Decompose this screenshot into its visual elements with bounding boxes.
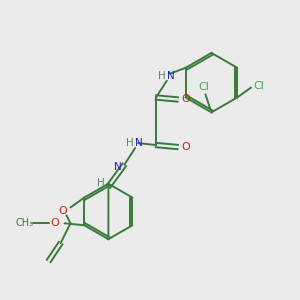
Text: O: O <box>58 206 67 216</box>
Text: H: H <box>97 178 104 188</box>
Text: O: O <box>181 142 190 152</box>
Text: N: N <box>114 162 122 172</box>
Text: H: H <box>126 138 134 148</box>
Text: O: O <box>181 94 190 104</box>
Text: N: N <box>167 71 175 81</box>
Text: H: H <box>158 71 166 81</box>
Text: CH₃: CH₃ <box>16 218 34 228</box>
Text: O: O <box>50 218 59 228</box>
Text: Cl: Cl <box>198 82 209 92</box>
Text: N: N <box>135 138 143 148</box>
Text: Cl: Cl <box>254 81 264 91</box>
